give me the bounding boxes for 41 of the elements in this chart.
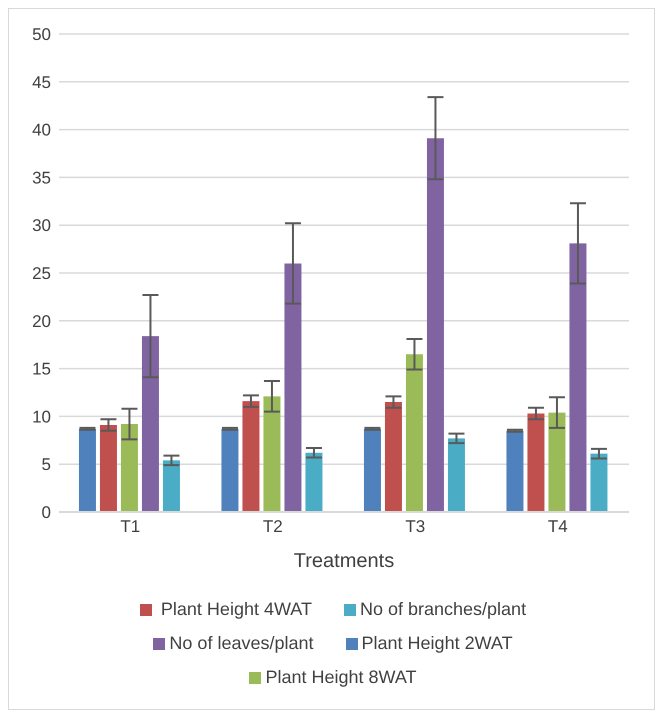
y-tick-label: 40 (32, 120, 51, 140)
bar (548, 412, 566, 512)
bar (527, 414, 544, 512)
bar (120, 424, 138, 512)
bar (242, 401, 260, 512)
y-tick-label: 25 (32, 264, 51, 284)
x-axis-title: Treatments (294, 550, 394, 572)
x-tick-label: T2 (262, 517, 283, 536)
bar (506, 430, 524, 512)
bar (406, 354, 423, 512)
y-tick-label: 15 (32, 360, 51, 379)
bar (162, 460, 180, 512)
bar (221, 428, 238, 512)
x-tick-label: T3 (405, 517, 426, 536)
y-tick-label: 35 (32, 168, 51, 188)
legend-label: Plant Height 4WAT (160, 599, 312, 619)
bar (426, 138, 444, 512)
y-tick-label: 5 (42, 455, 51, 474)
bar (364, 428, 381, 512)
bar (448, 438, 465, 512)
legend-label: Plant Height 8WAT (265, 667, 417, 687)
y-tick-label: 10 (32, 407, 51, 426)
bar (78, 428, 96, 512)
legend-label: No of branches/plant (360, 599, 526, 619)
bar (590, 454, 608, 512)
legend-label: No of leaves/plant (169, 633, 314, 653)
bar (384, 402, 402, 512)
y-tick-label: 30 (32, 216, 51, 236)
x-tick-label: T1 (120, 517, 140, 536)
bar (100, 425, 117, 512)
y-tick-label: 20 (32, 312, 51, 331)
x-tick-label: T4 (548, 517, 568, 536)
bar (305, 452, 322, 512)
bar (263, 396, 280, 512)
bar (284, 263, 302, 512)
bar (142, 336, 159, 512)
y-tick-label: 0 (42, 503, 51, 522)
legend-label: Plant Height 2WAT (362, 633, 513, 653)
y-tick-label: 45 (32, 72, 51, 92)
bar (569, 243, 586, 512)
y-tick-label: 50 (32, 25, 51, 44)
